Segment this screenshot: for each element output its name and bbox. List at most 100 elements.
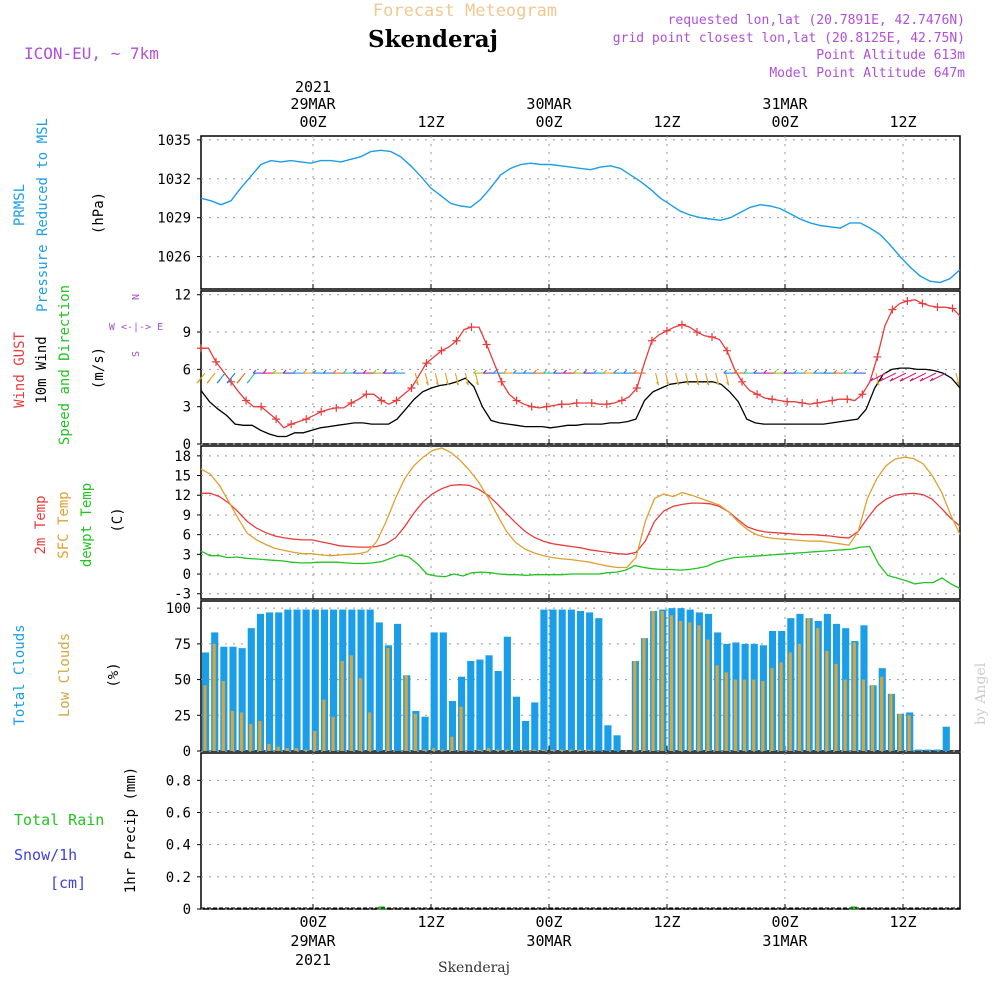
bottom-date-label: 31MAR: [762, 932, 808, 950]
wind-arrow-head: [899, 377, 904, 382]
wind-arrow-head: [853, 369, 858, 374]
panel-temperature: 18 15 12 9 6 3 0 -3 2m Temp SFC Temp dewpt Temp (C): [33, 445, 961, 603]
gust-marker: [723, 346, 732, 355]
y-tick-label: -3: [174, 587, 191, 603]
wind-arrow-head: [563, 369, 567, 374]
total-cloud-bar: [522, 721, 530, 751]
low-cloud-bar: [322, 699, 326, 751]
wind-arrow: [879, 372, 897, 382]
wind-arrow-head: [475, 381, 479, 386]
wind-arrow-head: [706, 381, 710, 386]
total-cloud-bar: [558, 609, 566, 751]
snow-unit: [cm]: [50, 874, 86, 892]
low-cloud-bar: [240, 712, 244, 751]
gust-label: Wind GUST: [12, 332, 28, 408]
gust-marker: [783, 397, 792, 406]
wind-arrow-head: [813, 369, 818, 374]
wind-arrow-head: [455, 381, 459, 386]
low-cloud-bar: [578, 749, 582, 751]
low-cloud-bar: [230, 711, 235, 751]
total-cloud-bar: [247, 628, 255, 751]
panel-frame: [200, 445, 961, 600]
wind-arrow-head: [726, 381, 730, 386]
gust-marker: [708, 333, 717, 342]
top-hour-label: 12Z: [653, 113, 680, 131]
gust-marker: [933, 303, 942, 312]
wind-arrow-head: [613, 369, 617, 374]
bottom-hour-label: 00Z: [299, 913, 326, 931]
wind-arrow-head: [889, 377, 894, 382]
total-cloud-bar: [549, 609, 557, 751]
total-cloud-bar: [494, 671, 502, 751]
wind-arrow: [889, 372, 907, 382]
top-hour-label: 00Z: [535, 113, 562, 131]
pressure-label: PRMSL: [12, 184, 28, 226]
low-cloud-bar: [678, 621, 683, 751]
low-cloud-bar: [331, 716, 335, 751]
gust-marker: [798, 398, 807, 407]
top-hour-label: 12Z: [417, 113, 444, 131]
total-cloud-bar: [915, 749, 923, 751]
total-cloud-bar: [531, 702, 539, 751]
low-cloud-bar: [294, 748, 299, 751]
gust-marker: [302, 415, 311, 424]
low-cloud-bar: [432, 748, 436, 751]
y-tick-label: 0.8: [166, 773, 191, 789]
top-year-label: 2021: [295, 78, 331, 96]
low-cloud-bar: [779, 662, 783, 751]
total-cloud-bar: [586, 612, 594, 751]
low-cloud-bar: [304, 749, 308, 751]
gust-marker: [542, 402, 551, 411]
bottom-year-label: 2021: [295, 951, 331, 969]
bottom-hour-label: 00Z: [535, 913, 562, 931]
y-tick-label: 100: [166, 601, 191, 617]
wind-arrow: [685, 372, 690, 386]
low-cloud-bar: [907, 715, 911, 751]
gust-marker: [858, 390, 867, 399]
wind-arrow: [665, 372, 670, 386]
snow-label: Snow/1h: [14, 846, 77, 864]
wind-arrow: [675, 372, 680, 386]
total-cloud-bar: [476, 659, 484, 751]
wind-arrow: [454, 372, 459, 386]
low-cloud-label: Low Clouds: [57, 633, 73, 717]
low-cloud-bar: [861, 679, 866, 751]
y-tick-label: 0: [183, 744, 191, 760]
bottom-date-label: 29MAR: [290, 932, 336, 950]
gust-marker: [557, 400, 566, 409]
low-cloud-bar: [560, 749, 564, 751]
low-cloud-bar: [450, 736, 454, 751]
temp-2m-label: 2m Temp: [33, 495, 49, 554]
bottom-hour-label: 12Z: [889, 913, 916, 931]
low-cloud-bar: [569, 749, 573, 751]
gust-marker: [813, 398, 822, 407]
wind-arrow: [909, 372, 927, 382]
low-cloud-bar: [870, 685, 875, 751]
low-cloud-bar: [386, 648, 390, 751]
gust-marker: [482, 340, 491, 349]
panel-frame: [200, 752, 961, 910]
total-cloud-bar: [311, 609, 319, 751]
low-cloud-bar: [669, 615, 674, 751]
wind-arrow-head: [676, 381, 680, 386]
low-cloud-bar: [788, 652, 792, 751]
direction-label: Speed and Direction: [57, 285, 73, 445]
wind-arrow-head: [472, 369, 477, 374]
total-cloud-bar: [284, 609, 292, 751]
total-cloud-bar: [467, 661, 475, 751]
total-cloud-bar: [512, 696, 521, 751]
gust-marker: [407, 384, 416, 393]
gust-marker: [828, 396, 837, 405]
y-tick-label: 0: [183, 567, 191, 583]
gust-marker: [422, 359, 431, 368]
wind-arrow-head: [573, 369, 577, 374]
low-cloud-bar: [267, 743, 271, 751]
low-cloud-bar: [587, 749, 591, 751]
wind-arrow: [424, 372, 429, 386]
total-cloud-bar: [266, 612, 274, 751]
low-cloud-bar: [797, 643, 802, 751]
low-cloud-bar: [368, 712, 372, 751]
total-cloud-bar: [540, 609, 548, 751]
wind-arrow-head: [803, 369, 808, 374]
